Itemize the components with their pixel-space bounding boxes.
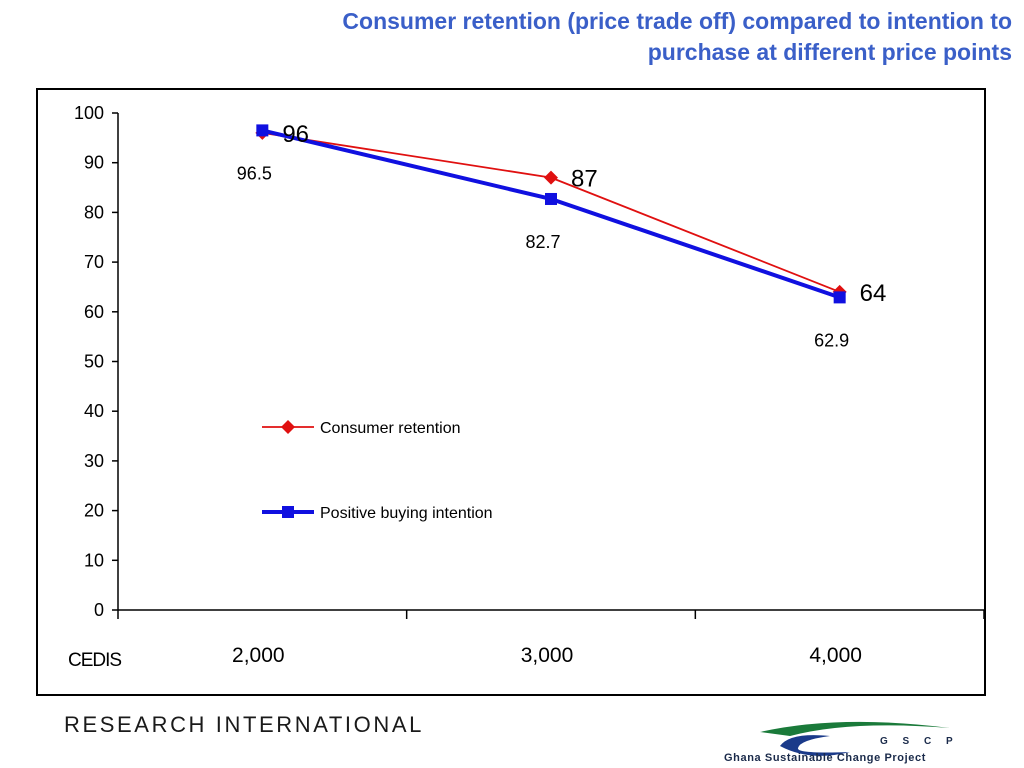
y-tick-label: 20 xyxy=(84,501,104,521)
data-label-intention: 82.7 xyxy=(525,232,560,252)
title-line-1: Consumer retention (price trade off) com… xyxy=(342,8,1012,34)
y-tick-label: 0 xyxy=(94,600,104,620)
axes: 0 10 20 30 40 50 60 70 80 90 100 2,000 3,000 4,000 CED… xyxy=(68,103,984,671)
logo-swoosh-blue xyxy=(780,735,850,756)
chart-frame: 0 10 20 30 40 50 60 70 80 90 100 2,000 3,000 4,000 CED… xyxy=(36,88,986,696)
x-axis-title: CEDIS xyxy=(68,650,121,671)
gscp-full-name: Ghana Sustainable Change Project xyxy=(724,752,926,764)
series-point-diamond xyxy=(544,170,558,185)
line-chart: 0 10 20 30 40 50 60 70 80 90 100 2,000 3,000 4,000 CED… xyxy=(68,103,984,671)
x-tick-label: 2,000 xyxy=(232,644,285,667)
research-international-brand: RESEARCH INTERNATIONAL xyxy=(64,712,424,737)
series-line-1 xyxy=(261,128,841,300)
y-tick-label: 100 xyxy=(74,103,104,123)
legend-label-0: Consumer retention xyxy=(320,420,461,437)
x-tick-label: 3,000 xyxy=(521,644,574,667)
y-tick-label: 10 xyxy=(84,550,104,570)
data-label-retention: 87 xyxy=(571,166,598,193)
logo-swoosh-green xyxy=(760,721,950,736)
y-tick-label: 60 xyxy=(84,302,104,322)
gscp-logo-swoosh xyxy=(760,721,950,756)
legend-label-1: Positive buying intention xyxy=(320,505,493,522)
data-label-retention: 64 xyxy=(860,280,887,307)
series-layer xyxy=(255,124,847,304)
series-point-square xyxy=(833,291,846,304)
series-point-square xyxy=(545,192,557,205)
y-tick-label: 70 xyxy=(84,252,104,272)
legend: Consumer retention Positive buying intent… xyxy=(262,420,493,522)
chart-title: Consumer retention (price trade off) com… xyxy=(132,6,1012,68)
data-label-retention: 96 xyxy=(282,121,309,148)
y-tick-label: 90 xyxy=(84,153,104,173)
series-point-square xyxy=(256,124,269,137)
x-tick-label: 4,000 xyxy=(809,644,862,667)
y-tick-label: 50 xyxy=(84,352,104,372)
data-label-intention: 62.9 xyxy=(814,330,849,350)
title-line-2: purchase at different price points xyxy=(647,39,1012,65)
y-tick-label: 80 xyxy=(84,202,104,222)
gscp-acronym: G S C P xyxy=(880,736,959,747)
y-tick-label: 40 xyxy=(84,401,104,421)
data-labels: 96 87 64 96.5 82.7 62.9 xyxy=(237,121,887,351)
legend-marker-diamond xyxy=(281,420,295,434)
data-label-intention: 96.5 xyxy=(237,163,272,183)
legend-marker-square xyxy=(282,506,294,518)
y-tick-label: 30 xyxy=(84,451,104,471)
